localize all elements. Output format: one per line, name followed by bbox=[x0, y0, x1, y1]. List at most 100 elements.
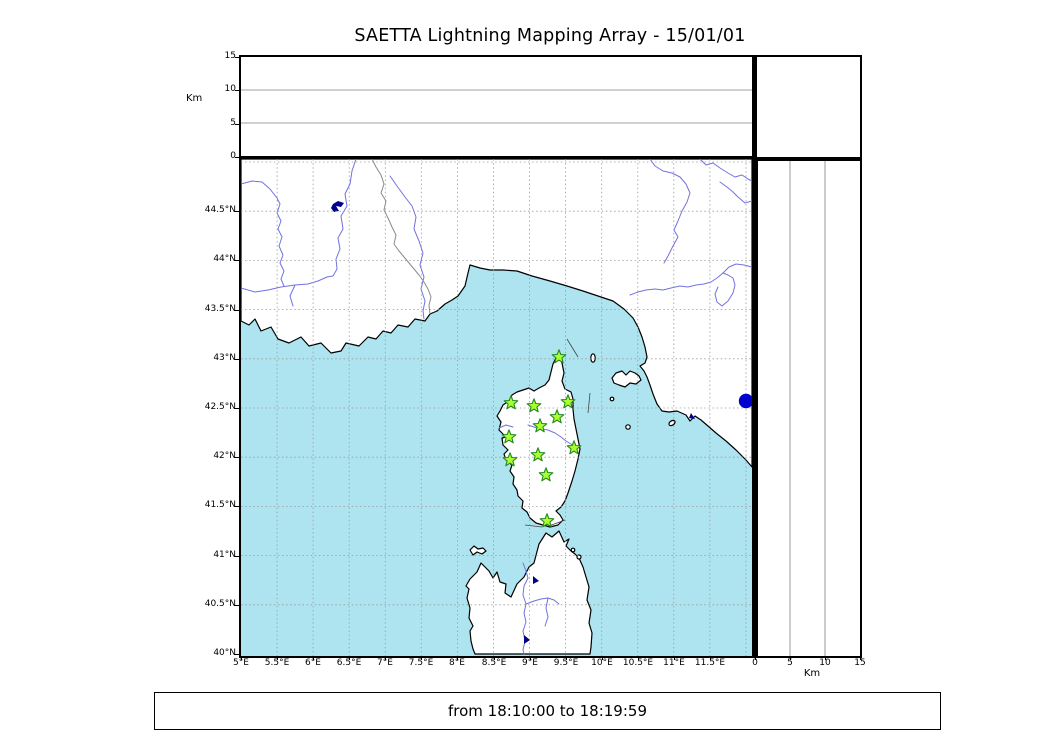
axis-tick bbox=[235, 654, 239, 655]
axis-tick bbox=[530, 656, 531, 660]
map-xtick-label: 9.5°E bbox=[553, 658, 579, 668]
axis-tick bbox=[494, 656, 495, 660]
axis-tick bbox=[235, 359, 239, 360]
axis-tick bbox=[235, 605, 239, 606]
sardinia-coastline bbox=[465, 530, 593, 655]
rivers-layer bbox=[241, 159, 752, 655]
axis-tick bbox=[457, 656, 458, 660]
axis-tick bbox=[235, 157, 239, 158]
map-ytick-label: 44.5°N bbox=[204, 205, 236, 215]
station-star-marker bbox=[526, 398, 542, 413]
altitude-xtick-label: 5 bbox=[787, 658, 793, 668]
mainland-coastline bbox=[241, 159, 752, 468]
map-line-feature bbox=[566, 338, 579, 358]
stations-layer bbox=[501, 349, 582, 528]
altitude-ytick-label: 10 bbox=[224, 84, 236, 94]
altitude-xtick-label: 0 bbox=[752, 658, 758, 668]
station-star-marker bbox=[538, 467, 554, 482]
map-ytick-label: 41.5°N bbox=[204, 500, 236, 510]
altitude-xtick-label: 15 bbox=[854, 658, 866, 668]
corsica-coastline bbox=[496, 355, 581, 528]
figure-title: SAETTA Lightning Mapping Array - 15/01/0… bbox=[354, 26, 746, 46]
station-star-marker bbox=[549, 409, 565, 424]
axis-tick bbox=[825, 656, 826, 660]
axis-tick bbox=[602, 656, 603, 660]
altitude-ytick-label: 0 bbox=[230, 151, 236, 161]
map-xtick-label: 11°E bbox=[663, 658, 685, 668]
time-range-box: from 18:10:00 to 18:19:59 bbox=[154, 692, 941, 730]
axis-tick bbox=[790, 656, 791, 660]
asinara-island bbox=[469, 545, 487, 556]
map-xtick-label: 10.5°E bbox=[622, 658, 654, 668]
river bbox=[719, 181, 752, 204]
map-xtick-label: 8.5°E bbox=[481, 658, 507, 668]
map-xtick-label: 7°E bbox=[377, 658, 393, 668]
map-ytick-label: 41°N bbox=[213, 550, 236, 560]
station-star-marker bbox=[532, 418, 548, 433]
axis-tick bbox=[235, 457, 239, 458]
map-panel bbox=[239, 159, 756, 658]
axis-tick bbox=[638, 656, 639, 660]
map-plot bbox=[241, 159, 752, 656]
map-line-feature bbox=[587, 392, 591, 414]
station-star-marker bbox=[502, 452, 518, 467]
altitude-axis-unit-bottom: Km bbox=[803, 668, 821, 679]
river bbox=[241, 180, 285, 287]
river bbox=[241, 159, 357, 293]
map-ytick-label: 40°N bbox=[213, 648, 236, 658]
axis-tick bbox=[421, 656, 422, 660]
map-xtick-label: 9°E bbox=[522, 658, 538, 668]
axis-tick bbox=[235, 310, 239, 311]
altitude-latitude-plot bbox=[789, 161, 826, 656]
altitude-longitude-panel bbox=[239, 55, 756, 159]
map-ytick-label: 40.5°N bbox=[204, 599, 236, 609]
axis-tick bbox=[710, 656, 711, 660]
river bbox=[544, 597, 549, 627]
map-xtick-label: 8°E bbox=[449, 658, 465, 668]
lake bbox=[331, 201, 344, 212]
axis-tick bbox=[235, 260, 239, 261]
axis-tick bbox=[235, 57, 239, 58]
maddalena-islet bbox=[570, 547, 576, 553]
axis-tick bbox=[385, 656, 386, 660]
map-xtick-label: 10°E bbox=[591, 658, 613, 668]
altitude-ytick-label: 15 bbox=[224, 51, 236, 61]
river bbox=[289, 284, 296, 307]
map-ytick-label: 43.5°N bbox=[204, 304, 236, 314]
map-ytick-label: 42.5°N bbox=[204, 402, 236, 412]
river bbox=[389, 175, 426, 320]
elba-island bbox=[611, 370, 642, 388]
axis-tick bbox=[755, 656, 756, 660]
axis-tick bbox=[235, 124, 239, 125]
axis-tick bbox=[566, 656, 567, 660]
map-xtick-label: 6.5°E bbox=[336, 658, 362, 668]
altitude-axis-unit-left: Km bbox=[186, 93, 203, 104]
altitude-ytick-label: 5 bbox=[230, 118, 236, 128]
altitude-longitude-plot bbox=[241, 89, 752, 124]
map-line-feature bbox=[524, 524, 543, 528]
axis-tick bbox=[674, 656, 675, 660]
corner-panel bbox=[755, 55, 862, 159]
altitude-latitude-panel bbox=[755, 159, 862, 658]
station-star-marker bbox=[566, 440, 582, 455]
axis-tick bbox=[313, 656, 314, 660]
axis-tick bbox=[235, 211, 239, 212]
axis-tick bbox=[277, 656, 278, 660]
lake bbox=[524, 635, 530, 644]
map-grid-layer bbox=[241, 159, 752, 656]
pianosa-island bbox=[625, 424, 631, 430]
axis-tick bbox=[235, 408, 239, 409]
station-star-marker bbox=[560, 394, 576, 409]
map-xtick-label: 5.5°E bbox=[264, 658, 290, 668]
map-ytick-label: 42°N bbox=[213, 451, 236, 461]
river bbox=[498, 424, 514, 429]
station-star-marker bbox=[551, 349, 567, 364]
map-line-feature bbox=[548, 519, 566, 527]
map-xtick-label: 11.5°E bbox=[694, 658, 726, 668]
axis-tick bbox=[235, 506, 239, 507]
lightning-source-dot bbox=[738, 393, 752, 409]
small-island bbox=[609, 396, 615, 402]
capraia-island bbox=[590, 353, 596, 363]
station-star-marker bbox=[501, 429, 517, 444]
